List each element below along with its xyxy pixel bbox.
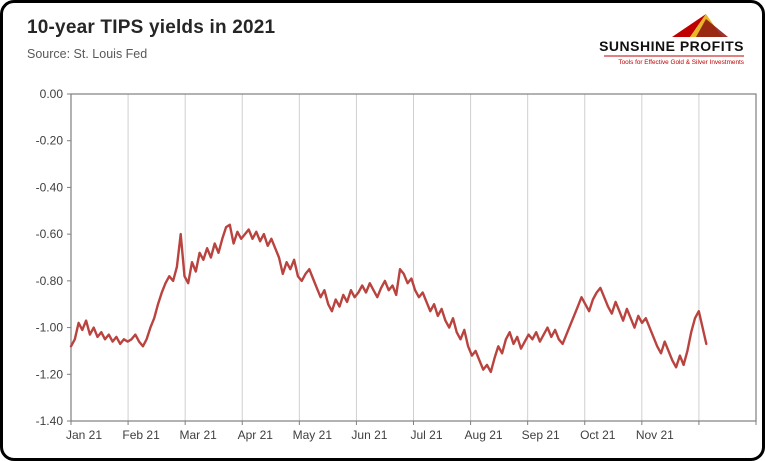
- y-axis-label: 0.00: [40, 87, 64, 101]
- tips-yield-chart: 0.00-0.20-0.40-0.60-0.80-1.00-1.20-1.40J…: [36, 87, 757, 442]
- logo-tagline: Tools for Effective Gold & Silver Invest…: [618, 59, 744, 66]
- y-axis-label: -0.80: [36, 274, 64, 288]
- logo-name: SUNSHINE PROFITS: [599, 38, 744, 54]
- page-title: 10-year TIPS yields in 2021: [27, 17, 276, 38]
- x-axis-label: Jan 21: [66, 428, 102, 442]
- sunshine-profits-logo: SUNSHINE PROFITS Tools for Effective Gol…: [599, 14, 744, 66]
- sunshine-logo-icon: [672, 14, 728, 37]
- x-axis-label: Jul 21: [410, 428, 442, 442]
- x-axis-label: Mar 21: [179, 428, 217, 442]
- x-axis-label: Oct 21: [580, 428, 616, 442]
- chart-source-label: Source: St. Louis Fed: [27, 47, 148, 61]
- y-axis-label: -1.40: [36, 414, 64, 428]
- x-axis-label: Nov 21: [636, 428, 674, 442]
- y-axis-label: -1.20: [36, 367, 64, 381]
- x-axis-label: Jun 21: [351, 428, 387, 442]
- x-axis-label: Aug 21: [465, 428, 503, 442]
- y-axis-label: -0.20: [36, 134, 64, 148]
- x-axis-label: Feb 21: [122, 428, 160, 442]
- y-axis-label: -1.00: [36, 321, 64, 335]
- yield-line-series: [69, 223, 708, 374]
- x-axis-label: May 21: [293, 428, 333, 442]
- y-axis-label: -0.40: [36, 180, 64, 194]
- x-axis-label: Apr 21: [238, 428, 274, 442]
- x-axis-label: Sep 21: [522, 428, 560, 442]
- y-axis-label: -0.60: [36, 227, 64, 241]
